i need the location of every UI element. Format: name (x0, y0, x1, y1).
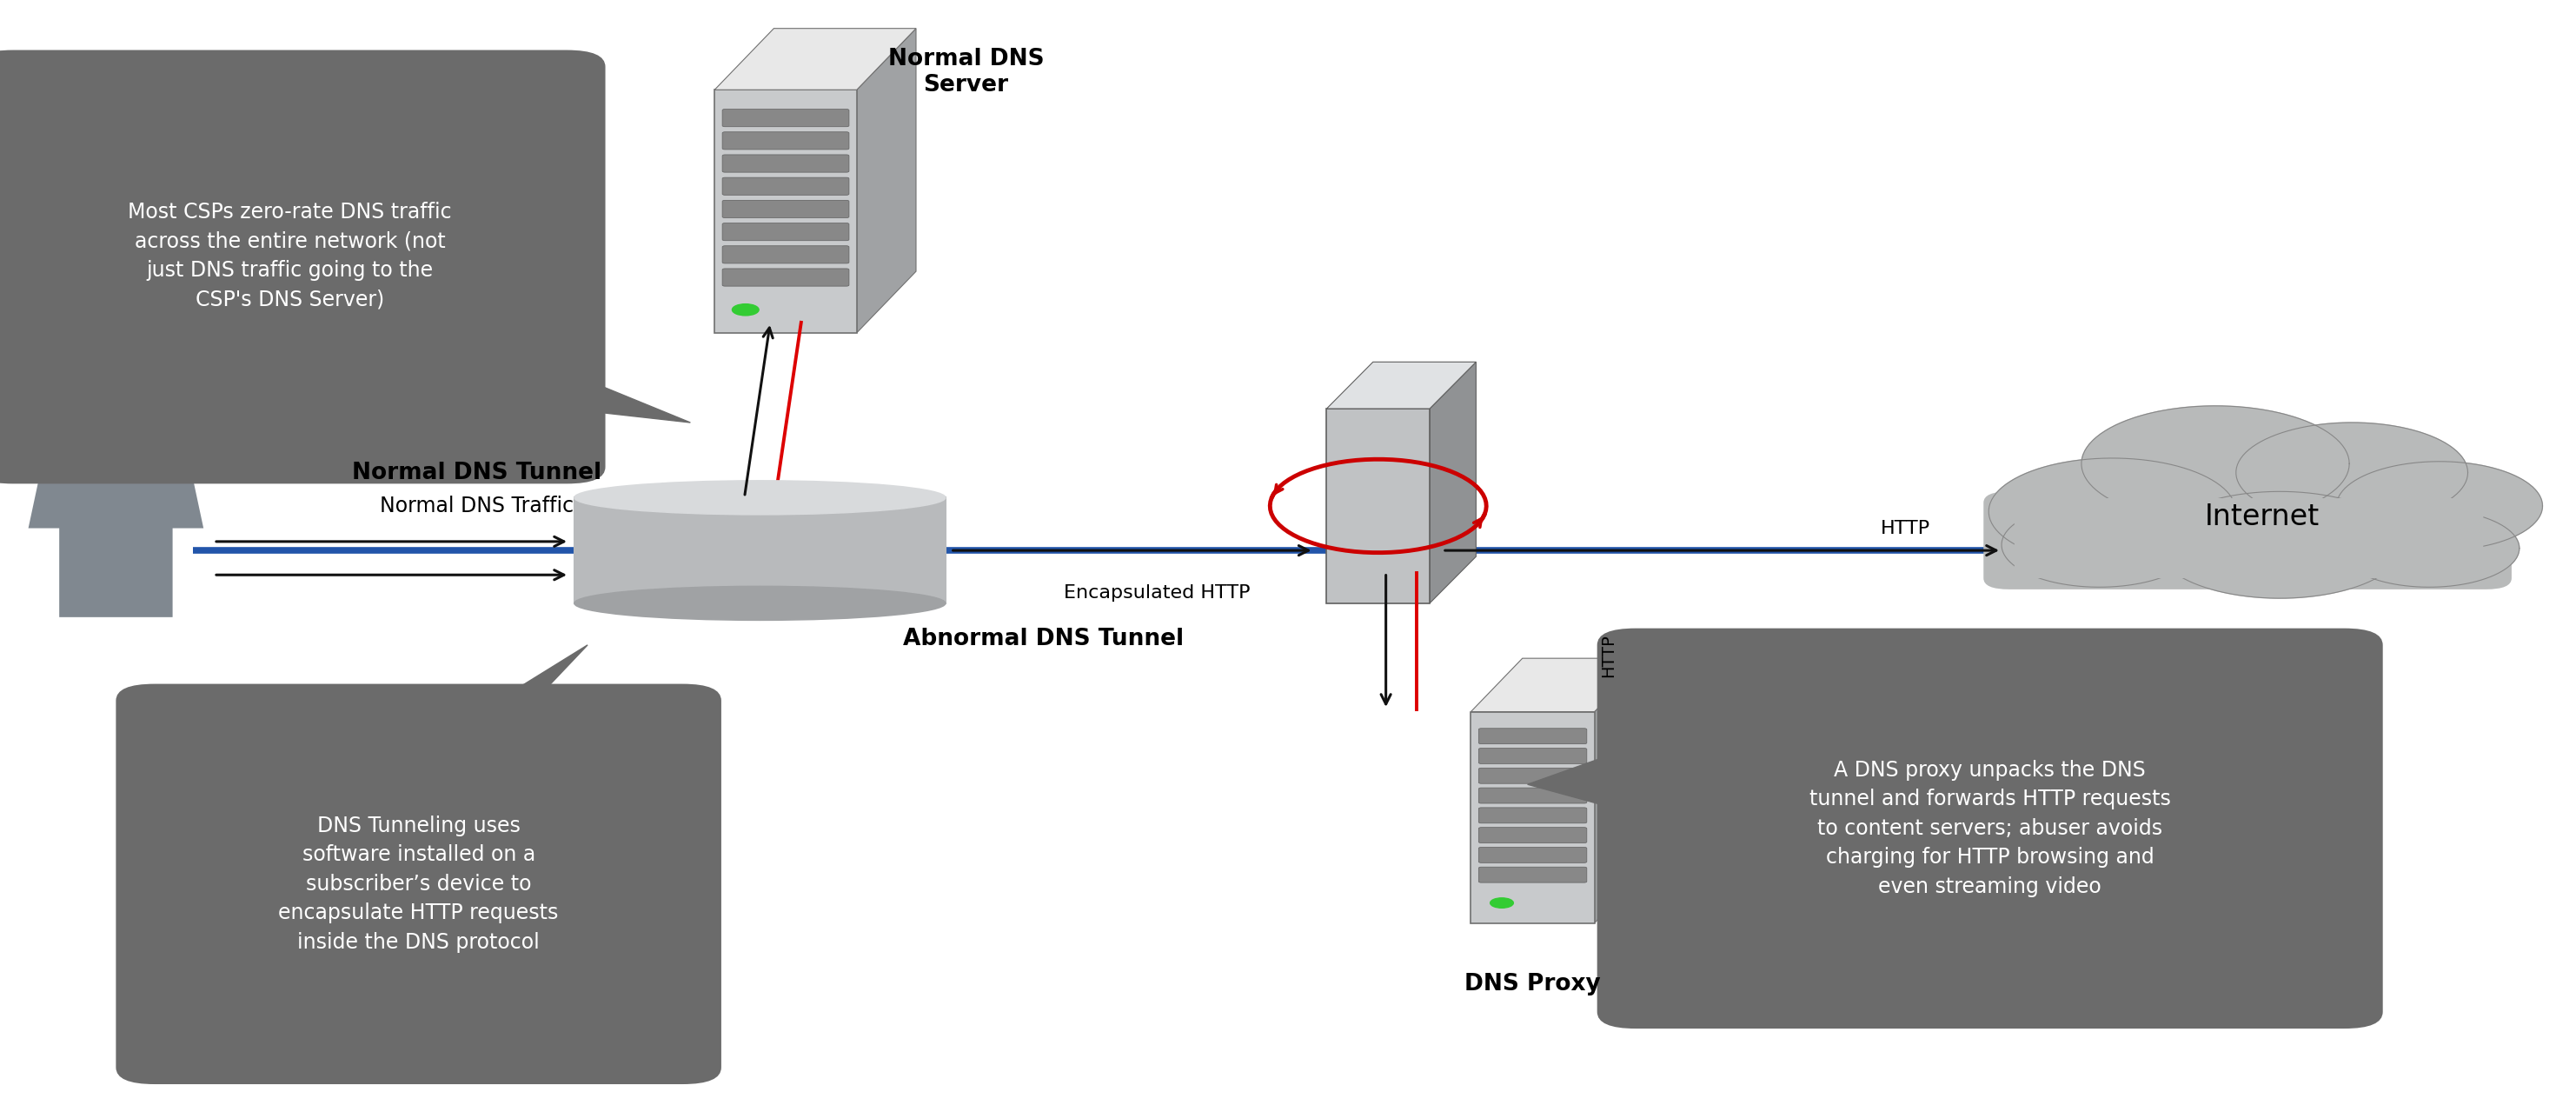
Text: Normal DNS Traffic: Normal DNS Traffic (379, 496, 574, 516)
FancyBboxPatch shape (1984, 492, 2512, 589)
Text: DNS Tunneling uses
software installed on a
subscriber’s device to
encapsulate HT: DNS Tunneling uses software installed on… (278, 815, 559, 953)
Polygon shape (1430, 361, 1476, 603)
Polygon shape (714, 90, 858, 332)
FancyBboxPatch shape (0, 50, 605, 484)
Polygon shape (497, 645, 587, 701)
FancyBboxPatch shape (721, 155, 850, 172)
Polygon shape (1327, 408, 1430, 603)
Circle shape (1989, 458, 2236, 565)
FancyBboxPatch shape (1597, 628, 2383, 1029)
FancyBboxPatch shape (1479, 867, 1587, 883)
Circle shape (2156, 492, 2403, 598)
Polygon shape (858, 29, 917, 332)
Circle shape (33, 381, 198, 453)
Circle shape (2339, 509, 2519, 587)
Ellipse shape (574, 480, 945, 515)
Polygon shape (541, 361, 690, 423)
Text: A DNS proxy unpacks the DNS
tunnel and forwards HTTP requests
to content servers: A DNS proxy unpacks the DNS tunnel and f… (1808, 759, 2172, 897)
FancyBboxPatch shape (721, 200, 850, 218)
Circle shape (1489, 898, 1512, 907)
FancyBboxPatch shape (721, 269, 850, 286)
Polygon shape (574, 498, 945, 603)
Text: Abnormal DNS Tunnel: Abnormal DNS Tunnel (902, 628, 1185, 651)
FancyBboxPatch shape (1479, 768, 1587, 784)
FancyBboxPatch shape (721, 246, 850, 264)
Circle shape (732, 304, 760, 316)
Polygon shape (1595, 658, 1646, 923)
Polygon shape (1471, 658, 1646, 712)
FancyBboxPatch shape (116, 684, 721, 1084)
FancyBboxPatch shape (721, 109, 850, 127)
Circle shape (2002, 503, 2197, 587)
Polygon shape (28, 456, 204, 617)
Text: DNS Proxy: DNS Proxy (1466, 973, 1600, 995)
Text: Internet: Internet (2205, 503, 2318, 532)
Circle shape (2081, 406, 2349, 522)
FancyBboxPatch shape (1479, 807, 1587, 823)
Circle shape (2236, 423, 2468, 523)
Text: HTTP: HTTP (1880, 519, 1929, 537)
FancyBboxPatch shape (1479, 847, 1587, 863)
FancyBboxPatch shape (721, 178, 850, 195)
Circle shape (2336, 461, 2543, 550)
FancyBboxPatch shape (1479, 728, 1587, 744)
FancyBboxPatch shape (2014, 498, 2483, 578)
Text: Normal DNS Tunnel: Normal DNS Tunnel (353, 461, 600, 484)
Polygon shape (1528, 736, 1662, 821)
Ellipse shape (574, 586, 945, 620)
Polygon shape (1471, 712, 1595, 923)
Text: Most CSPs zero-rate DNS traffic
across the entire network (not
just DNS traffic : Most CSPs zero-rate DNS traffic across t… (129, 201, 451, 310)
FancyBboxPatch shape (1479, 748, 1587, 764)
Polygon shape (714, 29, 917, 90)
FancyBboxPatch shape (721, 132, 850, 149)
Text: Normal DNS
Server: Normal DNS Server (889, 48, 1043, 97)
Polygon shape (1327, 361, 1476, 408)
FancyBboxPatch shape (1479, 827, 1587, 843)
Text: Encapsulated HTTP: Encapsulated HTTP (1064, 584, 1249, 602)
FancyBboxPatch shape (721, 224, 850, 240)
FancyBboxPatch shape (1479, 787, 1587, 803)
Text: HTTP: HTTP (1600, 635, 1615, 677)
